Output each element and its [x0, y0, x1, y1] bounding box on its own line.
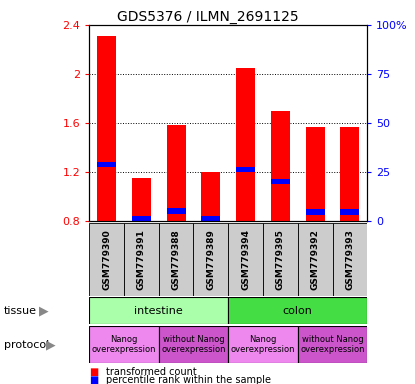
FancyBboxPatch shape — [89, 297, 228, 324]
Bar — [166, 125, 186, 221]
FancyBboxPatch shape — [228, 326, 298, 363]
Text: Nanog
overexpression: Nanog overexpression — [92, 335, 156, 354]
FancyBboxPatch shape — [298, 326, 367, 363]
Text: GSM779389: GSM779389 — [206, 229, 215, 290]
Bar — [305, 127, 325, 221]
Text: ▶: ▶ — [39, 304, 49, 317]
Text: ■: ■ — [89, 367, 98, 377]
Text: GSM779393: GSM779393 — [345, 229, 354, 290]
Text: protocol: protocol — [4, 339, 49, 350]
FancyBboxPatch shape — [298, 223, 332, 296]
Text: colon: colon — [283, 306, 312, 316]
Bar — [271, 111, 290, 221]
Bar — [97, 36, 116, 221]
Bar — [132, 178, 151, 221]
Text: without Nanog
overexpression: without Nanog overexpression — [161, 335, 226, 354]
Bar — [97, 162, 116, 167]
FancyBboxPatch shape — [228, 297, 367, 324]
Text: GSM779395: GSM779395 — [276, 229, 285, 290]
Text: GDS5376 / ILMN_2691125: GDS5376 / ILMN_2691125 — [117, 10, 298, 23]
Text: GSM779390: GSM779390 — [102, 229, 111, 290]
Bar — [340, 210, 359, 215]
Bar — [340, 127, 359, 221]
Bar — [132, 215, 151, 221]
Text: tissue: tissue — [4, 306, 37, 316]
FancyBboxPatch shape — [124, 223, 159, 296]
Text: GSM779391: GSM779391 — [137, 229, 146, 290]
Text: intestine: intestine — [134, 306, 183, 316]
Text: ▶: ▶ — [46, 338, 55, 351]
Text: GSM779388: GSM779388 — [172, 229, 181, 290]
Text: without Nanog
overexpression: without Nanog overexpression — [300, 335, 365, 354]
Bar — [236, 68, 255, 221]
FancyBboxPatch shape — [89, 326, 159, 363]
Bar — [166, 208, 186, 214]
FancyBboxPatch shape — [332, 223, 367, 296]
Text: transformed count: transformed count — [106, 367, 197, 377]
Bar — [201, 172, 220, 221]
Text: ■: ■ — [89, 375, 98, 384]
Text: Nanog
overexpression: Nanog overexpression — [231, 335, 295, 354]
Text: GSM779392: GSM779392 — [311, 229, 320, 290]
FancyBboxPatch shape — [263, 223, 298, 296]
FancyBboxPatch shape — [159, 223, 193, 296]
FancyBboxPatch shape — [159, 326, 228, 363]
FancyBboxPatch shape — [228, 223, 263, 296]
Bar — [305, 210, 325, 215]
Text: percentile rank within the sample: percentile rank within the sample — [106, 375, 271, 384]
Bar — [201, 215, 220, 221]
FancyBboxPatch shape — [193, 223, 228, 296]
Text: GSM779394: GSM779394 — [241, 229, 250, 290]
Bar — [236, 167, 255, 172]
Bar — [271, 179, 290, 184]
FancyBboxPatch shape — [89, 223, 124, 296]
